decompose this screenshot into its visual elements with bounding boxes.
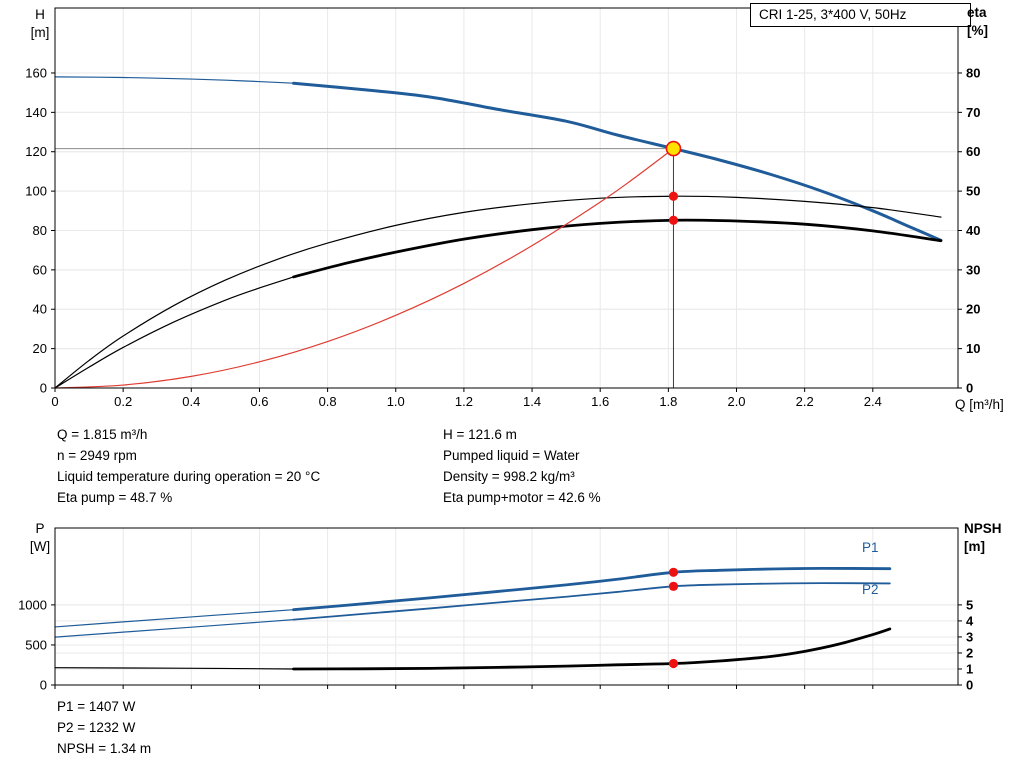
eta-axis-symbol: eta [967,5,987,20]
svg-text:3: 3 [966,629,973,644]
npsh-axis-symbol: NPSH [964,521,1002,536]
result-flow: Q = 1.815 m³/h [57,427,148,442]
operating-point-dot [668,658,679,669]
result-p1: P1 = 1407 W [57,699,136,714]
svg-text:1.2: 1.2 [455,394,473,409]
svg-text:20: 20 [33,341,47,356]
svg-text:0.6: 0.6 [250,394,268,409]
plot-frame [54,527,959,686]
svg-text:0.4: 0.4 [182,394,200,409]
svg-text:0: 0 [51,394,58,409]
power-npsh-results: P1 = 1407 W P2 = 1232 W NPSH = 1.34 m [57,696,151,759]
qh-lead-curve [54,76,295,84]
operating-point-dot [668,191,679,201]
operating-point-dot [668,215,679,225]
power-axis-label: P [W] [20,520,60,556]
svg-text:40: 40 [33,302,47,317]
result-head: H = 121.6 m [443,427,517,442]
result-pumped-liquid: Pumped liquid = Water [443,448,580,463]
svg-text:80: 80 [33,223,47,238]
operating-point-dot [668,581,679,591]
svg-text:60: 60 [966,144,980,159]
svg-text:500: 500 [25,637,47,652]
svg-text:4: 4 [966,613,974,628]
p1-lead-curve [54,609,295,628]
eta-pump-curve [54,195,942,389]
duty-point-marker [665,140,682,157]
p2-curve [292,582,891,621]
p2-curve-label: P2 [862,582,879,597]
npsh-lead-curve [54,667,295,670]
svg-text:1.6: 1.6 [591,394,609,409]
npsh-curve [292,627,892,671]
svg-text:0.8: 0.8 [319,394,337,409]
svg-text:2.0: 2.0 [727,394,745,409]
svg-text:2.4: 2.4 [864,394,882,409]
svg-text:50: 50 [966,184,980,199]
result-eta-pump-motor: Eta pump+motor = 42.6 % [443,490,601,505]
svg-text:1000: 1000 [18,597,47,612]
result-liquid-temperature: Liquid temperature during operation = 20… [57,469,321,484]
svg-text:2.2: 2.2 [796,394,814,409]
p1-curve [292,566,892,612]
plot-frame [54,7,959,389]
power-axis-symbol: P [35,521,45,536]
eta-pump-motor-lead-curve [54,276,295,389]
p1-curve-label: P1 [862,540,879,555]
result-density: Density = 998.2 kg/m³ [443,469,575,484]
duty-results-right: H = 121.6 m Pumped liquid = Water Densit… [443,424,601,508]
svg-text:5: 5 [966,597,973,612]
result-speed: n = 2949 rpm [57,448,137,463]
result-eta-pump: Eta pump = 48.7 % [57,490,173,505]
svg-text:20: 20 [966,302,980,317]
svg-text:0: 0 [40,678,47,693]
svg-text:1.0: 1.0 [387,394,405,409]
svg-text:70: 70 [966,105,980,120]
head-axis-label: H [m] [22,6,58,42]
eta-axis-label: eta [%] [967,4,988,40]
svg-text:0: 0 [966,381,973,396]
svg-text:1: 1 [966,661,973,676]
power-axis-unit: [W] [29,539,51,554]
duty-results-left: Q = 1.815 m³/h n = 2949 rpm Liquid tempe… [57,424,320,508]
result-p2: P2 = 1232 W [57,720,136,735]
head-axis-symbol: H [35,7,45,22]
svg-text:120: 120 [25,144,47,159]
pump-title-box: CRI 1-25, 3*400 V, 50Hz [750,3,971,27]
svg-text:0: 0 [40,381,47,396]
eta-pump-motor-curve [292,218,943,279]
svg-text:2: 2 [966,645,973,660]
eta-axis-unit: [%] [967,23,988,38]
svg-text:1.4: 1.4 [523,394,541,409]
p2-lead-curve [54,619,295,638]
npsh-axis-label: NPSH [m] [964,520,1002,556]
result-npsh: NPSH = 1.34 m [57,741,152,756]
svg-text:140: 140 [25,105,47,120]
flow-axis-label: Q [m³/h] [955,397,1004,412]
svg-text:60: 60 [33,262,47,277]
svg-text:40: 40 [966,223,980,238]
svg-text:30: 30 [966,262,980,277]
affinity-parabola-curve [54,147,675,389]
svg-text:1.8: 1.8 [659,394,677,409]
npsh-axis-unit: [m] [964,539,985,554]
svg-text:0: 0 [966,678,973,693]
svg-text:100: 100 [25,184,47,199]
pump-title: CRI 1-25, 3*400 V, 50Hz [759,7,907,22]
svg-text:10: 10 [966,341,980,356]
operating-point-dot [668,567,679,577]
svg-text:0.2: 0.2 [114,394,132,409]
svg-text:80: 80 [966,65,980,80]
head-axis-unit: [m] [30,25,50,40]
svg-text:160: 160 [25,65,47,80]
qh-curve [292,81,943,242]
